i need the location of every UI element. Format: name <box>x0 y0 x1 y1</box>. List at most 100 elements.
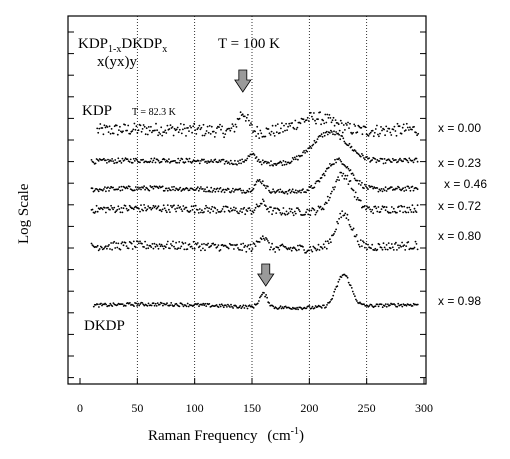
data-point <box>186 302 189 305</box>
data-point <box>405 122 408 125</box>
data-point <box>260 163 263 166</box>
data-point <box>309 111 312 114</box>
data-point <box>269 134 272 136</box>
data-point <box>281 306 284 308</box>
data-point <box>189 125 192 127</box>
data-point <box>387 242 390 245</box>
data-point <box>173 204 175 207</box>
data-point <box>151 207 154 210</box>
data-point <box>365 242 367 245</box>
data-point <box>361 245 363 248</box>
data-point <box>110 204 112 207</box>
data-point <box>314 305 317 307</box>
data-point <box>347 219 350 221</box>
data-point <box>162 204 165 207</box>
data-point <box>163 158 166 161</box>
data-point <box>214 207 217 210</box>
data-point <box>396 122 399 125</box>
data-point <box>250 250 253 253</box>
data-point <box>378 135 380 138</box>
data-point <box>355 198 358 201</box>
data-point <box>176 161 179 164</box>
data-point <box>361 153 363 155</box>
data-point <box>347 144 350 147</box>
data-point <box>219 305 222 308</box>
data-point <box>367 135 370 137</box>
data-point <box>191 247 194 250</box>
data-point <box>338 129 341 132</box>
data-point <box>355 298 357 301</box>
data-point <box>163 189 166 192</box>
data-point <box>242 189 245 192</box>
data-point <box>327 166 330 169</box>
data-point <box>183 123 185 126</box>
data-point <box>298 208 300 211</box>
data-point <box>261 159 264 162</box>
data-point <box>376 187 379 189</box>
data-point <box>278 248 281 251</box>
data-point <box>351 290 354 293</box>
chart-title: KDP1-xDKDPx <box>78 36 167 55</box>
data-point <box>379 189 382 192</box>
series-label: x = 0.46 <box>444 177 487 191</box>
data-point <box>352 227 355 230</box>
data-point <box>213 136 216 138</box>
data-point <box>402 187 404 190</box>
data-point <box>407 211 410 214</box>
data-point <box>253 209 256 212</box>
data-point <box>320 133 323 136</box>
data-point <box>295 249 298 252</box>
data-point <box>144 206 147 209</box>
data-point <box>259 181 262 183</box>
data-point <box>376 124 378 127</box>
data-point <box>401 305 404 308</box>
chart-temperature: T = 100 K <box>218 36 280 52</box>
data-point <box>370 247 372 250</box>
data-point <box>329 196 331 199</box>
data-point <box>298 248 300 251</box>
data-point <box>247 190 250 193</box>
data-point <box>280 127 282 130</box>
data-point <box>389 211 392 214</box>
data-point <box>407 185 410 188</box>
data-point <box>177 157 180 160</box>
data-point <box>389 131 392 134</box>
data-point <box>310 209 313 212</box>
data-point <box>193 247 196 250</box>
data-point <box>97 303 99 306</box>
data-point <box>205 190 207 193</box>
data-point <box>324 170 327 173</box>
data-point <box>157 187 160 190</box>
data-point <box>374 305 377 307</box>
data-point <box>263 184 266 187</box>
data-point <box>174 208 177 210</box>
data-point <box>113 125 116 128</box>
data-point <box>154 161 157 164</box>
data-point <box>322 172 325 175</box>
data-point <box>293 191 296 194</box>
data-point <box>257 132 260 135</box>
data-point <box>118 208 121 210</box>
x-axis-label: Raman Frequency (cm-1) <box>148 426 304 444</box>
data-point <box>415 211 418 214</box>
data-point <box>233 248 235 250</box>
data-point <box>206 162 209 165</box>
data-point <box>233 191 235 193</box>
data-point <box>243 307 246 309</box>
data-point <box>90 242 93 245</box>
data-point <box>318 206 321 209</box>
data-point <box>314 182 317 185</box>
data-point <box>159 245 162 248</box>
data-point <box>98 208 101 211</box>
data-point <box>197 160 200 162</box>
data-point <box>237 160 239 163</box>
data-point <box>336 220 338 223</box>
data-point <box>295 192 298 194</box>
data-point <box>179 186 182 189</box>
data-point <box>105 245 107 248</box>
data-point <box>160 160 163 163</box>
data-point <box>146 244 149 246</box>
data-point <box>252 152 255 155</box>
data-point <box>142 124 145 126</box>
data-point <box>307 120 310 122</box>
